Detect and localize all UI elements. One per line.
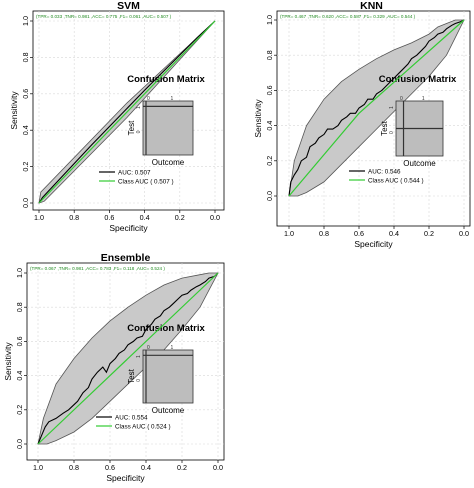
confusion-matrix-row-label: 0 [389,131,395,134]
x-axis-label: Specificity [354,239,393,249]
confusion-matrix-col-label: 0 [147,96,150,102]
x-tick-label: 0.8 [69,213,79,222]
confusion-matrix-row-label: 1 [136,355,142,358]
y-tick-label: 0.2 [21,162,30,172]
y-tick-label: 0.8 [265,50,274,60]
y-tick-label: 0.4 [21,125,30,135]
y-axis-label: Sensitivity [9,91,19,130]
y-tick-label: 1.0 [265,15,274,25]
legend: AUC: 0.507 Class AUC ( 0.507 ) [99,170,174,186]
x-tick-label: 0.2 [424,229,434,238]
x-tick-label: 1.0 [284,229,294,238]
x-tick-label: 0.4 [389,229,399,238]
class-auc-line [37,272,219,445]
roc-curve-line [38,20,216,204]
y-axis-label: Sensitivity [3,342,13,381]
x-tick-label: 0.8 [319,229,329,238]
metrics-text: (TPR= 0.033 ,TNR= 0.981 ,ACC= 0.775 ,F1=… [36,14,172,19]
class-auc-line [38,20,216,204]
confusion-matrix-col-label: 1 [171,345,174,351]
confusion-matrix-col-label: 0 [400,96,403,102]
confusion-matrix-xlabel: Outcome [152,406,185,415]
confusion-matrix-ylabel: Test [127,368,136,383]
legend-label: Class AUC ( 0.524 ) [115,424,171,431]
y-axis-label: Sensitivity [253,99,263,138]
legend: AUC: 0.554 Class AUC ( 0.524 ) [96,415,171,431]
chart-title: SVM [117,0,140,12]
confusion-matrix-grid [142,100,194,156]
y-tick-label: 0.4 [265,121,274,131]
y-tick-label: 0.8 [15,302,24,312]
confusion-matrix-title: Confusion Matrix [127,323,205,334]
legend-label: AUC: 0.546 [368,169,401,176]
confusion-matrix-title: Confusion Matrix [379,74,457,85]
y-tick-label: 0.4 [15,371,24,381]
y-tick-label: 0.6 [265,85,274,95]
x-tick-label: 0.8 [69,463,79,472]
metrics-text: (TPR= 0.067 ,TNR= 0.981 ,ACC= 0.783 ,F1=… [30,266,165,271]
y-tick-label: 0.2 [15,405,24,415]
confusion-matrix-title: Confusion Matrix [127,74,205,85]
x-tick-label: 0.2 [175,213,185,222]
metrics-text: (TPR= 0.467 ,TNR= 0.620 ,ACC= 0.587 ,F1=… [280,14,416,19]
x-tick-label: 0.0 [210,213,220,222]
y-tick-label: 0.0 [265,191,274,201]
class-auc-line [288,19,465,197]
y-tick-label: 0.2 [265,156,274,166]
confusion-matrix-col-label: 1 [171,96,174,102]
confusion-matrix-row-label: 0 [136,130,142,133]
x-tick-label: 0.2 [177,463,187,472]
confusion-matrix-col-label: 1 [422,96,425,102]
confusion-matrix-row-label: 0 [136,379,142,382]
roc-curve-line [37,272,219,445]
legend-label: AUC: 0.554 [115,415,148,422]
y-tick-label: 0.6 [21,89,30,99]
legend: AUC: 0.546 Class AUC ( 0.544 ) [349,169,424,185]
y-tick-label: 0.8 [21,52,30,62]
y-tick-label: 1.0 [15,268,24,278]
confusion-matrix-xlabel: Outcome [152,158,185,167]
x-tick-label: 0.0 [459,229,469,238]
y-tick-label: 0.0 [21,198,30,208]
x-axis-label: Specificity [109,223,148,233]
y-tick-label: 1.0 [21,16,30,26]
x-tick-label: 0.6 [104,213,114,222]
confidence-band [288,19,465,197]
y-tick-label: 0.6 [15,336,24,346]
legend-label: Class AUC ( 0.544 ) [368,178,424,185]
legend-label: Class AUC ( 0.507 ) [118,179,174,186]
confusion-matrix-ylabel: Test [380,120,389,135]
x-tick-label: 0.0 [213,463,223,472]
confusion-matrix-ylabel: Test [127,120,136,135]
confusion-matrix-grid [142,349,194,404]
x-tick-label: 0.4 [141,463,151,472]
x-tick-label: 0.6 [105,463,115,472]
x-tick-label: 1.0 [33,463,43,472]
x-tick-label: 1.0 [34,213,44,222]
chart-title: KNN [360,0,383,12]
confusion-matrix-row-label: 1 [389,106,395,109]
legend-label: AUC: 0.507 [118,170,151,177]
x-axis-label: Specificity [106,473,145,483]
confusion-matrix-xlabel: Outcome [403,159,436,168]
x-tick-label: 0.4 [140,213,150,222]
x-tick-label: 0.6 [354,229,364,238]
confusion-matrix-col-label: 0 [147,345,150,351]
chart-title: Ensemble [101,252,151,264]
roc-curve-line [288,19,465,197]
y-tick-label: 0.0 [15,439,24,449]
confusion-matrix-row-label: 1 [136,106,142,109]
